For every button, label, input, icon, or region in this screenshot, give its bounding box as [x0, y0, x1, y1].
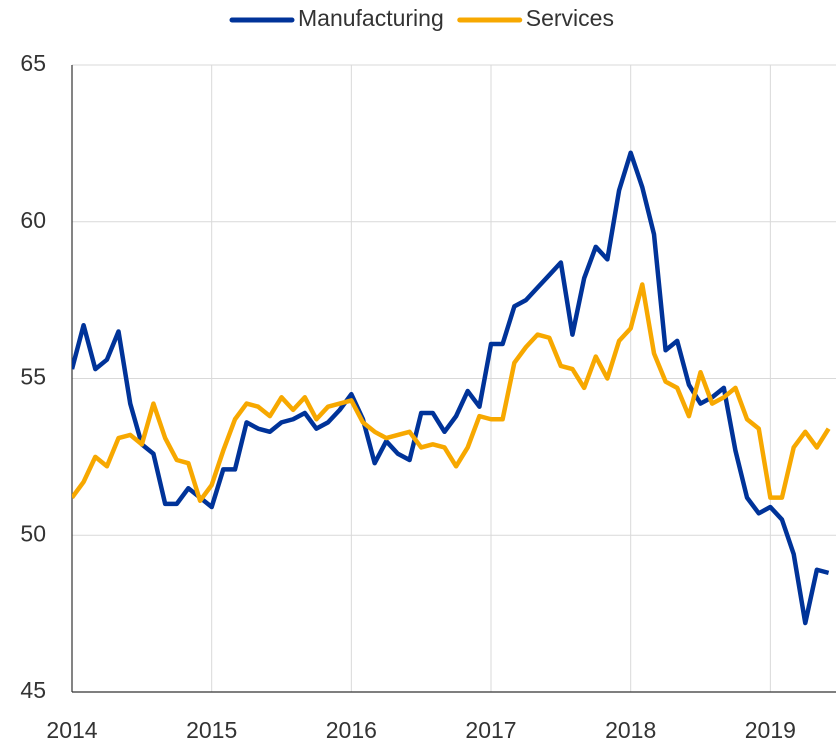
y-tick-label: 65 [20, 50, 46, 76]
x-tick-label: 2014 [46, 717, 97, 743]
y-tick-label: 45 [20, 677, 46, 703]
legend-label: Services [526, 5, 614, 31]
y-tick-label: 60 [20, 207, 46, 233]
series-line [72, 282, 831, 504]
y-tick-label: 50 [20, 520, 46, 546]
y-tick-label: 55 [20, 364, 46, 390]
plot-area [72, 150, 831, 626]
x-tick-label: 2018 [605, 717, 656, 743]
x-tick-label: 2019 [745, 717, 796, 743]
x-tick-label: 2016 [326, 717, 377, 743]
x-tick-label: 2017 [465, 717, 516, 743]
series-line [72, 150, 830, 626]
x-tick-label: 2015 [186, 717, 237, 743]
legend-label: Manufacturing [298, 5, 444, 31]
